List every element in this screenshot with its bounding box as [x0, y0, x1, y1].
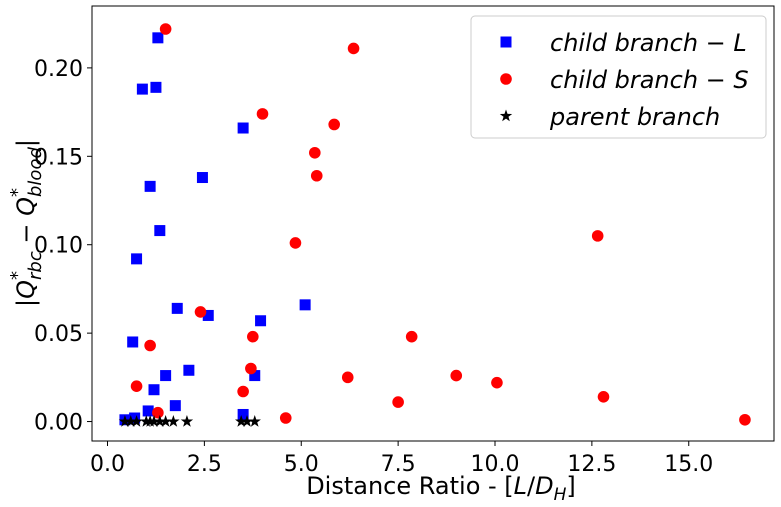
data-point-square: [144, 180, 156, 192]
y-axis-ticks: 0.00 0.05 0.10 0.15 0.20: [34, 57, 92, 436]
data-point-circle: [237, 385, 249, 398]
data-point-square: [169, 400, 181, 412]
legend-entry-label: parent branch: [549, 103, 720, 131]
data-point-star: [118, 415, 132, 427]
data-point-square: [160, 370, 172, 382]
data-point-star: [124, 415, 137, 427]
y-tick-label: 0.10: [34, 234, 83, 259]
data-point-square: [136, 83, 148, 95]
data-point-square: [202, 309, 214, 321]
x-tick-label: 2.5: [187, 452, 222, 477]
data-point-star: [147, 415, 161, 427]
data-point-square: [152, 32, 164, 44]
legend-marker-square: [500, 36, 512, 48]
data-point-square: [196, 172, 208, 184]
data-point-circle: [245, 362, 257, 375]
data-point-circle: [328, 118, 340, 131]
y-tick-label: 0.05: [34, 322, 83, 347]
data-point-circle: [392, 396, 404, 408]
y-tick-label: 0.20: [34, 57, 83, 82]
data-point-square: [249, 370, 261, 382]
data-point-circle: [739, 413, 751, 426]
data-point-circle: [591, 230, 604, 242]
data-point-circle: [247, 330, 259, 343]
data-point-star: [167, 415, 180, 427]
data-point-square: [154, 225, 166, 237]
data-point-square: [171, 302, 183, 314]
data-point-circle: [289, 237, 302, 249]
data-point-star: [153, 415, 166, 427]
data-point-circle: [159, 23, 172, 35]
data-point-circle: [491, 376, 503, 389]
data-point-square: [183, 364, 195, 376]
legend-marker-circle: [500, 73, 512, 85]
x-tick-label: 12.5: [567, 452, 616, 477]
legend-entry-label: child branch − S: [550, 66, 749, 94]
data-point-circle: [152, 406, 164, 419]
y-axis-label: |Q*rbc − Q*blood|: [7, 139, 46, 307]
legend-box: [470, 15, 767, 139]
x-tick-label: 5.0: [284, 452, 319, 477]
data-point-square: [255, 315, 267, 327]
x-tick-label: 7.5: [381, 452, 416, 477]
data-point-square: [237, 122, 249, 134]
data-point-square: [299, 299, 311, 311]
data-point-circle: [310, 169, 323, 182]
y-tick-label: 0.00: [34, 411, 83, 436]
data-point-square: [127, 336, 139, 348]
legend-entry-label: child branch − L: [550, 29, 747, 57]
data-point-star: [130, 415, 143, 427]
x-axis-label: Distance Ratio - [L/DH]: [306, 472, 576, 505]
data-point-circle: [347, 42, 360, 55]
data-point-circle: [341, 371, 354, 384]
data-point-square: [148, 384, 160, 396]
data-point-circle: [597, 390, 610, 403]
data-point-square: [237, 408, 249, 420]
plot-frame: [91, 5, 775, 442]
y-tick-label: 0.15: [34, 145, 83, 170]
legend-marker-star: [499, 109, 513, 122]
data-point-circle: [144, 339, 156, 352]
data-point-circle: [309, 146, 321, 159]
data-point-circle: [405, 330, 418, 343]
data-point-square: [131, 253, 143, 265]
x-tick-label: 0.0: [90, 452, 125, 477]
data-point-circle: [450, 369, 463, 382]
data-point-star: [235, 415, 248, 427]
svg-text:|Q*rbc − Q*blood|: |Q*rbc − Q*blood|: [7, 139, 46, 307]
data-point-circle: [279, 412, 292, 424]
data-point-square: [142, 405, 154, 417]
data-point-square: [129, 412, 141, 424]
data-point-square: [150, 81, 162, 93]
data-point-star: [240, 415, 254, 427]
data-point-star: [159, 415, 172, 427]
data-point-circle: [256, 108, 269, 120]
x-axis-ticks: 0.0 2.5 5.0 7.5 10.0 12.5 15.0: [90, 441, 713, 477]
data-point-star: [180, 415, 194, 427]
data-point-circle: [130, 380, 143, 392]
legend: child branch − L child branch − S parent b…: [470, 15, 767, 139]
data-points: [118, 23, 751, 427]
data-point-star: [248, 415, 261, 427]
data-point-circle: [194, 306, 207, 318]
x-tick-label: 15.0: [664, 452, 713, 477]
x-tick-label: 10.0: [471, 452, 520, 477]
